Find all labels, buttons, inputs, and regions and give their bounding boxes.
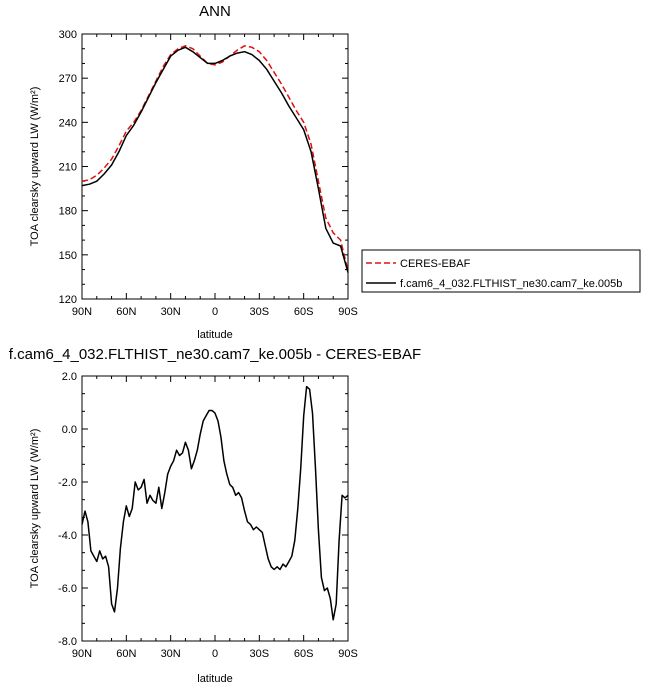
x-tick-label: 90N: [72, 648, 92, 660]
y-tick-label: 180: [59, 206, 77, 218]
y-tick-label: -4.0: [58, 530, 77, 542]
y-tick-label: 210: [59, 162, 77, 174]
chart-title: f.cam6_4_032.FLTHIST_ne30.cam7_ke.005b -…: [9, 346, 421, 363]
plot-frame: [81, 33, 349, 300]
y-tick-label: -8.0: [58, 636, 77, 648]
x-tick-label: 60N: [116, 648, 136, 660]
series-line-1: [81, 46, 349, 273]
legend-label-1: f.cam6_4_032.FLTHIST_ne30.cam7_ke.005b: [400, 278, 622, 290]
x-tick-label: 60S: [294, 648, 314, 660]
x-tick-label: 30N: [161, 306, 181, 318]
lower-panel: f.cam6_4_032.FLTHIST_ne30.cam7_ke.005b -…: [9, 346, 421, 685]
legend-box: [361, 249, 641, 293]
series-line-0: [81, 385, 349, 621]
x-axis-label: latitude: [197, 673, 232, 685]
y-axis-label: TOA clearsky upward LW (W/m²): [29, 429, 41, 589]
series-line-0: [81, 45, 349, 272]
x-axis-label: latitude: [197, 329, 232, 341]
y-tick-label: 150: [59, 250, 77, 262]
y-tick-label: -6.0: [58, 583, 77, 595]
x-tick-label: 0: [212, 648, 218, 660]
y-tick-label: 0.0: [62, 424, 77, 436]
y-tick-label: 240: [59, 117, 77, 129]
x-tick-label: 30S: [250, 648, 270, 660]
x-tick-label: 60N: [116, 306, 136, 318]
upper-panel: ANN 120 150 180 210 240 270 300 90N 60N 30N 0 30S 60S…: [29, 3, 641, 341]
x-tick-label: 90S: [338, 306, 358, 318]
x-tick-label: 60S: [294, 306, 314, 318]
x-tick-label: 90S: [338, 648, 358, 660]
y-tick-label: 300: [59, 29, 77, 41]
legend-label-0: CERES-EBAF: [400, 258, 471, 270]
y-axis-label: TOA clearsky upward LW (W/m²): [29, 87, 41, 247]
x-tick-label: 90N: [72, 306, 92, 318]
y-tick-label: -2.0: [58, 477, 77, 489]
plot-frame: [81, 375, 349, 642]
y-tick-label: 120: [59, 294, 77, 306]
x-tick-label: 30N: [161, 648, 181, 660]
x-tick-label: 0: [212, 306, 218, 318]
x-tick-label: 30S: [250, 306, 270, 318]
y-tick-label: 2.0: [62, 371, 77, 383]
y-tick-label: 270: [59, 73, 77, 85]
chart-title: ANN: [199, 3, 231, 20]
